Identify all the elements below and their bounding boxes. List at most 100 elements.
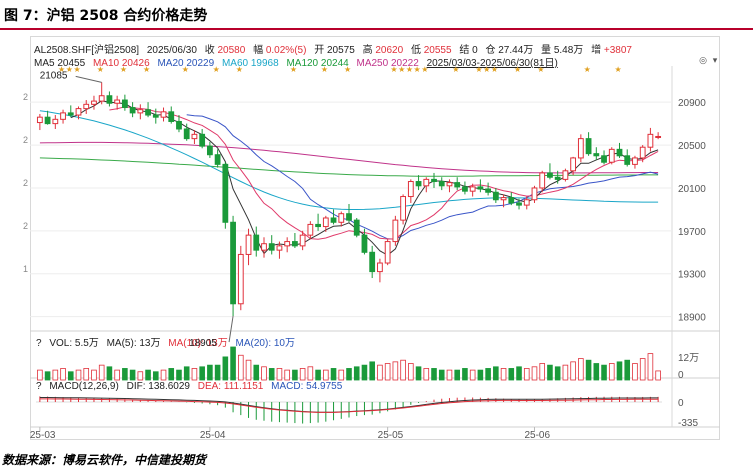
- close-field: 收 20580: [204, 45, 246, 56]
- candle-body: [492, 191, 499, 201]
- candle-body: [523, 199, 530, 206]
- candle-body: [322, 217, 329, 228]
- volume-bar: [446, 369, 453, 381]
- volume-bar: [106, 366, 113, 381]
- signal-star: ★: [182, 65, 189, 74]
- high-value: 20620: [375, 45, 404, 56]
- y-tick-label: 19300: [678, 270, 706, 281]
- volume-bar: [647, 353, 654, 381]
- close-value: 20580: [217, 45, 246, 56]
- volume-bar: [292, 369, 298, 381]
- ma250-legend: MA250 20222: [356, 58, 419, 69]
- collapse-icon[interactable]: ▾: [712, 55, 718, 65]
- volume-bar: [377, 364, 383, 381]
- volume-bar: [183, 366, 190, 381]
- volume-bar: [578, 358, 584, 381]
- volume-bar: [52, 369, 59, 381]
- ma-legend: MA5 20455 MA10 20426 MA20 20229 MA60 199…: [34, 54, 563, 69]
- signal-star: ★: [452, 65, 459, 74]
- candle-body: [237, 253, 244, 305]
- ma250-line: [39, 157, 659, 177]
- candle-body: [454, 182, 461, 188]
- signal-star: ★: [491, 65, 498, 74]
- volume-bar: [500, 368, 507, 381]
- dea-line: [39, 398, 659, 413]
- help-icon[interactable]: ?: [36, 381, 42, 392]
- candle-body: [222, 163, 229, 223]
- low-value: 20555: [423, 45, 452, 56]
- settle-value: 0: [472, 45, 478, 56]
- high-field: 高 20620: [362, 45, 404, 56]
- candle-body: [639, 146, 646, 159]
- candle-body: [647, 133, 654, 148]
- ma10-legend: MA10 20426: [92, 58, 150, 69]
- candle-body: [261, 243, 267, 251]
- candle-body: [129, 107, 136, 114]
- ma120-legend: MA120 20244: [286, 58, 349, 69]
- signal-star: ★: [421, 65, 428, 74]
- volume-bar: [67, 371, 74, 381]
- vol-label: VOL: 5.5万: [49, 338, 99, 349]
- volume-bar: [122, 368, 128, 381]
- volume-bar: [261, 366, 267, 381]
- volume-bar: [230, 346, 236, 381]
- candle-body: [330, 217, 337, 223]
- volume-bar: [384, 363, 391, 381]
- candle-body: [655, 135, 662, 138]
- volume-bar: [60, 368, 66, 381]
- candle-body: [516, 202, 522, 206]
- candle-body: [577, 138, 584, 159]
- candle-body: [377, 262, 383, 273]
- candle-body: [253, 234, 260, 251]
- volume-bar: [199, 366, 205, 381]
- volume-bar: [608, 363, 615, 381]
- y-tick-label: 20900: [678, 98, 706, 109]
- volume-bar: [207, 364, 213, 381]
- signal-star: ★: [483, 65, 490, 74]
- vol-ma5: MA(5): 13万: [106, 338, 161, 349]
- signal-star: ★: [66, 65, 73, 74]
- candle-body: [91, 100, 97, 105]
- volume-bar: [438, 369, 445, 381]
- candle-body: [361, 234, 368, 253]
- ma60-legend: MA60 19968: [221, 58, 279, 69]
- volume-bar: [44, 371, 51, 381]
- volume-bar: [539, 363, 546, 381]
- candle-body: [632, 157, 638, 165]
- volume-bar: [338, 369, 345, 381]
- symbol-label: AL2508.SHF[沪铝2508]: [34, 45, 140, 56]
- settle-field: 结 0: [459, 45, 478, 56]
- candle-body: [44, 116, 51, 125]
- settings-icon[interactable]: ◎: [699, 55, 707, 65]
- candle-body: [230, 221, 236, 305]
- candle-body: [431, 178, 437, 183]
- volume-bar: [37, 369, 43, 381]
- candle-body: [145, 109, 151, 116]
- volume-bar: [562, 364, 569, 381]
- ma20-legend: MA20 20229: [157, 58, 215, 69]
- signal-star: ★: [537, 65, 544, 74]
- candle-body: [245, 234, 252, 255]
- candle-body: [624, 155, 631, 165]
- macd-value: MACD: 54.9755: [271, 381, 343, 392]
- candle-body: [438, 181, 445, 187]
- candle-body: [121, 99, 128, 109]
- x-tick-label: 25-06: [524, 430, 550, 441]
- candle-body: [593, 153, 600, 157]
- help-icon[interactable]: ?: [36, 338, 42, 349]
- volume-bar: [639, 358, 646, 381]
- volume-bar: [531, 366, 538, 381]
- volume-bar: [191, 368, 198, 381]
- candle-body: [176, 120, 182, 130]
- signal-star: ★: [414, 65, 421, 74]
- candle-body: [160, 111, 167, 118]
- candle-body: [98, 95, 105, 102]
- signal-star: ★: [321, 65, 328, 74]
- signal-star: ★: [475, 65, 482, 74]
- candle-body: [67, 112, 74, 116]
- macd-label: MACD(12,26,9): [49, 381, 119, 392]
- volume-bar: [477, 369, 484, 381]
- ma20-line: [186, 114, 659, 240]
- volume-bar: [415, 366, 422, 381]
- high-pointer: [75, 75, 102, 83]
